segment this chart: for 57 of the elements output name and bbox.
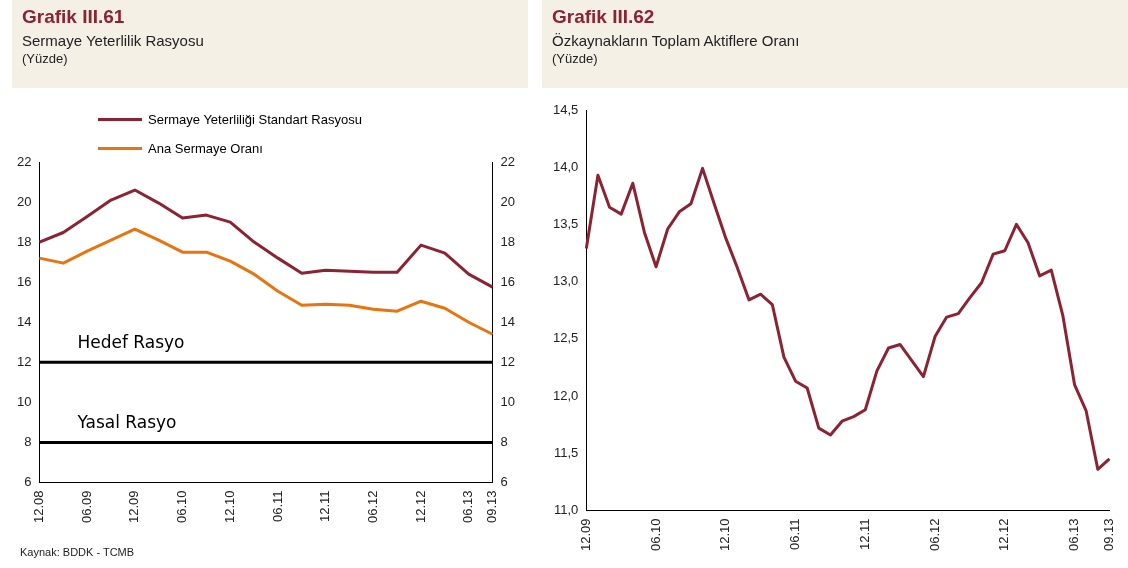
x-tick-label: 12.11 <box>856 518 872 551</box>
x-tick-label: 06.10 <box>647 518 663 552</box>
y-tick-label: 18 <box>16 233 32 249</box>
x-tick-label: 06.13 <box>1066 518 1082 552</box>
ref-line-label: Hedef Rasyo <box>77 332 185 353</box>
y-tick-label: 10 <box>16 393 32 409</box>
y-tick-label: 6 <box>24 474 32 490</box>
y2-tick-label: 20 <box>500 193 516 209</box>
y-tick-label: 16 <box>16 273 32 289</box>
x-tick-label: 12.08 <box>31 490 47 524</box>
y2-tick-label: 8 <box>500 433 508 449</box>
legend-label: Ana Sermaye Oranı <box>148 141 263 156</box>
x-tick-label: 12.12 <box>412 490 428 524</box>
y2-tick-label: 10 <box>500 393 516 409</box>
y-tick-label: 8 <box>24 433 32 449</box>
y2-tick-label: 22 <box>500 153 516 169</box>
chart-subtitle: Özkaynakların Toplam Aktiflere Oranı <box>552 32 801 49</box>
y-tick-label: 12,5 <box>552 330 579 346</box>
chart-title: Grafik III.62 <box>552 6 656 28</box>
x-tick-label: 12.09 <box>577 518 593 552</box>
y2-tick-label: 14 <box>500 313 516 329</box>
x-tick-label: 06.12 <box>364 490 380 524</box>
x-tick-label: 06.11 <box>269 490 285 523</box>
ref-line-label: Yasal Rasyo <box>76 412 177 433</box>
y-tick-label: 12,0 <box>552 387 579 403</box>
x-tick-label: 09.13 <box>1100 518 1116 552</box>
y-tick-label: 14,0 <box>552 158 579 174</box>
x-tick-label: 09.13 <box>484 490 500 524</box>
x-tick-label: 12.12 <box>996 518 1012 552</box>
x-tick-label: 12.11 <box>317 490 333 523</box>
y-tick-label: 14,5 <box>552 101 579 117</box>
chart-subtitle: Sermaye Yeterlilik Rasyosu <box>22 32 205 49</box>
y-axis-title: (Yüzde) <box>22 51 69 66</box>
y-tick-label: 12 <box>16 353 32 369</box>
y-tick-label: 13,5 <box>552 216 579 231</box>
x-tick-label: 06.09 <box>78 490 94 524</box>
y2-tick-label: 16 <box>500 273 516 289</box>
y2-tick-label: 12 <box>500 353 516 369</box>
x-tick-label: 12.10 <box>221 490 237 524</box>
x-tick-label: 06.11 <box>787 518 803 551</box>
y-axis-title: (Yüzde) <box>552 51 599 66</box>
y-tick-label: 11,0 <box>553 502 579 518</box>
y-tick-label: 11,5 <box>553 444 579 460</box>
x-tick-label: 12.09 <box>126 490 142 524</box>
x-tick-label: 12.10 <box>717 518 733 552</box>
x-tick-label: 06.12 <box>926 518 942 552</box>
x-tick-label: 06.10 <box>174 490 190 524</box>
y2-tick-label: 18 <box>500 233 516 249</box>
legend-label: Sermaye Yeterliliği Standart Rasyosu <box>148 112 362 127</box>
y-tick-label: 22 <box>16 153 32 169</box>
chart-title: Grafik III.61 <box>22 6 126 28</box>
y-tick-label: 14 <box>16 313 32 329</box>
x-tick-label: 06.13 <box>460 490 476 524</box>
text: Kaynak: BDDK - TCMB <box>20 546 135 558</box>
y-tick-label: 20 <box>16 193 32 209</box>
y2-tick-label: 6 <box>500 474 508 490</box>
y-tick-label: 13,0 <box>552 273 579 289</box>
